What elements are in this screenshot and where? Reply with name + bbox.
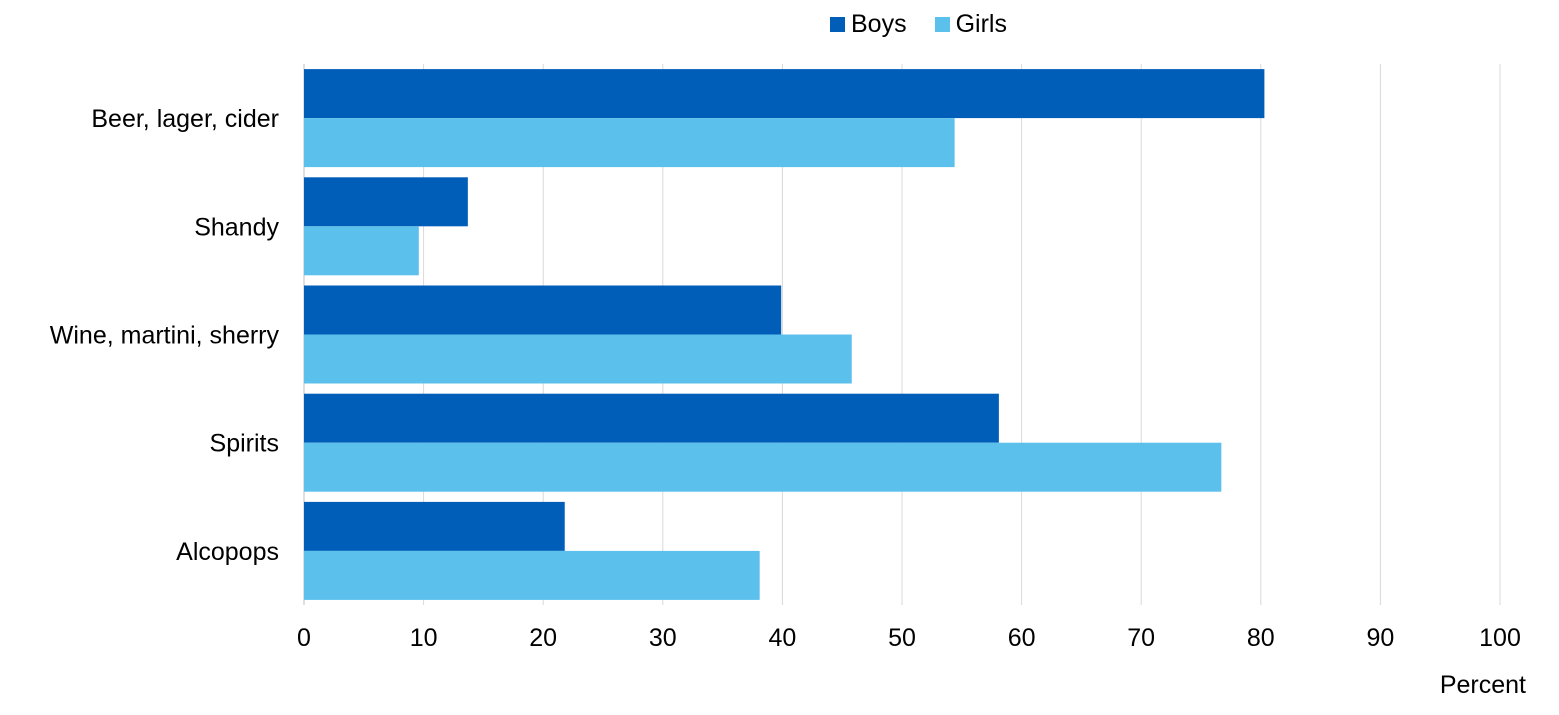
bar-girls-beer-lager-cider [304, 118, 955, 168]
bar-girls-wine-martini-sherry [304, 334, 852, 384]
bar-boys-shandy [304, 177, 468, 227]
category-label-spirits: Spirits [210, 430, 279, 458]
category-label-wine-martini-sherry: Wine, martini, sherry [50, 322, 280, 350]
category-labels: Beer, lager, cider Shandy Wine, martini, s… [50, 105, 280, 566]
x-tick-label-30: 30 [649, 624, 677, 652]
legend-swatch-girls [934, 17, 950, 32]
bar-girls-shandy [304, 226, 419, 276]
x-tick-label-10: 10 [410, 624, 438, 652]
x-tick-label-90: 90 [1366, 624, 1394, 652]
category-label-beer-lager-cider: Beer, lager, cider [91, 105, 279, 133]
x-tick-label-20: 20 [529, 624, 557, 652]
x-axis-title: Percent [1440, 671, 1526, 699]
category-label-alcopops: Alcopops [176, 538, 279, 566]
legend-label-boys: Boys [851, 10, 907, 38]
x-tick-label-50: 50 [888, 624, 916, 652]
legend-item-girls: Girls [934, 10, 1007, 39]
bar-girls-alcopops [304, 550, 760, 600]
bar-girls-spirits [304, 442, 1222, 492]
legend: Boys Girls [830, 10, 1035, 39]
bar-boys-beer-lager-cider [304, 69, 1265, 119]
bar-boys-alcopops [304, 501, 565, 551]
bar-boys-wine-martini-sherry [304, 285, 782, 335]
legend-item-boys: Boys [830, 10, 907, 39]
tick-labels: 0 10 20 30 40 50 60 70 80 90 100 [297, 624, 1521, 652]
x-tick-label-100: 100 [1479, 624, 1521, 652]
legend-label-girls: Girls [955, 10, 1007, 38]
bars [304, 69, 1265, 600]
x-tick-label-0: 0 [297, 624, 311, 652]
bar-boys-spirits [304, 393, 999, 443]
legend-swatch-boys [830, 17, 845, 32]
x-tick-label-80: 80 [1247, 624, 1275, 652]
x-tick-label-60: 60 [1008, 624, 1036, 652]
x-tick-label-40: 40 [768, 624, 796, 652]
category-label-shandy: Shandy [194, 213, 279, 241]
x-tick-label-70: 70 [1127, 624, 1155, 652]
